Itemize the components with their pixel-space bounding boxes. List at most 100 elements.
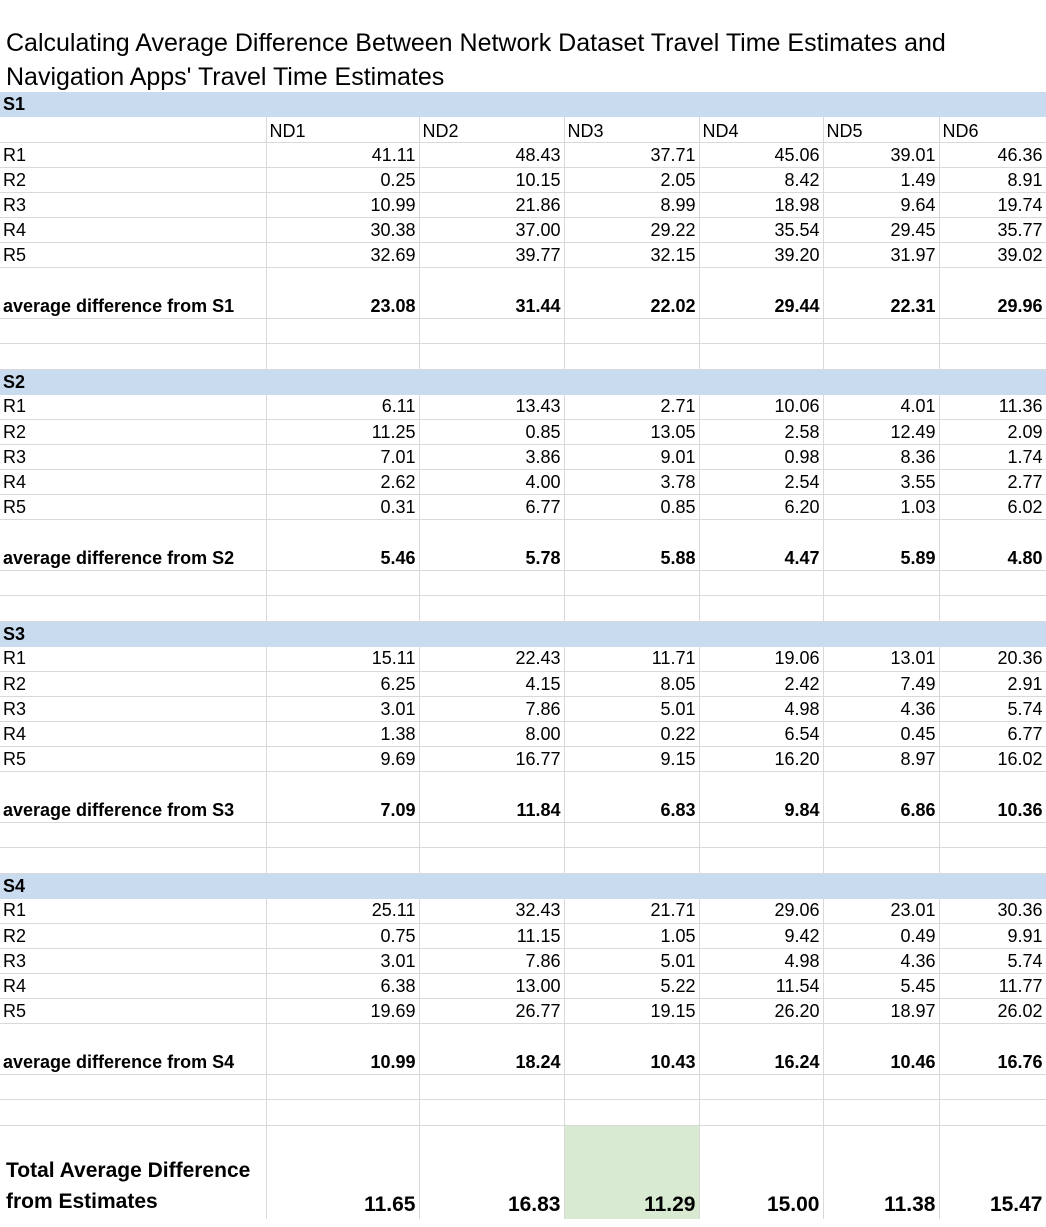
value-cell[interactable]: 41.11 (266, 142, 420, 168)
row-label-cell[interactable]: R3 (0, 444, 267, 470)
section-label-cell[interactable]: S3 (0, 621, 266, 647)
value-cell[interactable]: 0.85 (564, 494, 700, 520)
row-label-cell[interactable]: R1 (0, 898, 267, 924)
empty-cell[interactable] (939, 369, 1046, 395)
value-cell[interactable]: 3.01 (266, 948, 420, 974)
value-cell[interactable]: 29.06 (699, 898, 824, 924)
total-value-cell[interactable]: 16.83 (419, 1125, 565, 1219)
total-value-cell[interactable]: 11.38 (823, 1125, 940, 1219)
value-cell[interactable]: 0.31 (266, 494, 420, 520)
value-cell[interactable]: 10.99 (266, 192, 420, 218)
value-cell[interactable]: 9.42 (699, 923, 824, 949)
empty-cell[interactable] (564, 343, 700, 370)
row-label-cell[interactable]: R4 (0, 217, 267, 243)
total-label-cell[interactable]: Total Average Difference from Estimates (0, 1125, 267, 1219)
value-cell[interactable]: 8.05 (564, 671, 700, 697)
empty-cell[interactable] (0, 847, 267, 874)
value-cell[interactable]: 2.54 (699, 469, 824, 495)
value-cell[interactable]: 15.11 (266, 646, 420, 672)
value-cell[interactable]: 0.75 (266, 923, 420, 949)
empty-cell[interactable] (564, 847, 700, 874)
empty-cell[interactable] (823, 822, 940, 848)
empty-cell[interactable] (564, 318, 700, 344)
empty-cell[interactable] (939, 1099, 1046, 1126)
value-cell[interactable]: 30.38 (266, 217, 420, 243)
empty-cell[interactable] (419, 621, 564, 647)
value-cell[interactable]: 9.01 (564, 444, 700, 470)
empty-cell[interactable] (266, 595, 420, 622)
value-cell[interactable]: 25.11 (266, 898, 420, 924)
empty-cell[interactable] (564, 92, 699, 117)
value-cell[interactable]: 11.54 (699, 973, 824, 999)
value-cell[interactable]: 4.98 (699, 948, 824, 974)
value-cell[interactable]: 2.62 (266, 469, 420, 495)
value-cell[interactable]: 10.06 (699, 394, 824, 420)
value-cell[interactable]: 2.09 (939, 419, 1046, 445)
average-value-cell[interactable]: 7.09 (266, 771, 420, 823)
value-cell[interactable]: 18.97 (823, 998, 940, 1024)
value-cell[interactable]: 5.01 (564, 696, 700, 722)
row-label-cell[interactable]: R5 (0, 494, 267, 520)
value-cell[interactable]: 1.03 (823, 494, 940, 520)
empty-cell[interactable] (419, 1074, 565, 1100)
empty-cell[interactable] (699, 343, 824, 370)
empty-cell[interactable] (823, 343, 940, 370)
value-cell[interactable]: 0.22 (564, 721, 700, 747)
value-cell[interactable]: 11.71 (564, 646, 700, 672)
value-cell[interactable]: 19.74 (939, 192, 1046, 218)
average-value-cell[interactable]: 5.89 (823, 519, 940, 571)
empty-cell[interactable] (266, 1074, 420, 1100)
column-header-cell[interactable]: ND3 (564, 117, 700, 143)
empty-cell[interactable] (419, 343, 565, 370)
average-value-cell[interactable]: 5.46 (266, 519, 420, 571)
value-cell[interactable]: 39.20 (699, 242, 824, 268)
average-label-cell[interactable]: average difference from S4 (0, 1023, 267, 1075)
value-cell[interactable]: 3.01 (266, 696, 420, 722)
value-cell[interactable]: 21.71 (564, 898, 700, 924)
total-value-cell[interactable]: 15.47 (939, 1125, 1046, 1219)
column-header-cell[interactable]: ND4 (699, 117, 824, 143)
empty-cell[interactable] (564, 822, 700, 848)
empty-cell[interactable] (564, 621, 699, 647)
column-header-cell[interactable]: ND2 (419, 117, 565, 143)
value-cell[interactable]: 7.86 (419, 696, 565, 722)
average-value-cell[interactable]: 4.47 (699, 519, 824, 571)
row-label-cell[interactable]: R5 (0, 998, 267, 1024)
empty-cell[interactable] (699, 595, 824, 622)
value-cell[interactable]: 16.20 (699, 746, 824, 772)
value-cell[interactable]: 11.25 (266, 419, 420, 445)
value-cell[interactable]: 0.85 (419, 419, 565, 445)
average-value-cell[interactable]: 29.44 (699, 267, 824, 319)
row-label-cell[interactable]: R3 (0, 948, 267, 974)
value-cell[interactable]: 4.36 (823, 696, 940, 722)
row-label-cell[interactable]: R3 (0, 192, 267, 218)
section-label-cell[interactable]: S2 (0, 369, 266, 395)
empty-cell[interactable] (266, 873, 419, 899)
value-cell[interactable]: 4.01 (823, 394, 940, 420)
value-cell[interactable]: 1.74 (939, 444, 1046, 470)
average-value-cell[interactable]: 5.78 (419, 519, 565, 571)
empty-cell[interactable] (823, 873, 939, 899)
empty-cell[interactable] (0, 1074, 267, 1100)
average-value-cell[interactable]: 11.84 (419, 771, 565, 823)
empty-cell[interactable] (699, 847, 824, 874)
empty-cell[interactable] (699, 822, 824, 848)
empty-cell[interactable] (266, 621, 419, 647)
empty-cell[interactable] (939, 873, 1046, 899)
value-cell[interactable]: 29.22 (564, 217, 700, 243)
value-cell[interactable]: 0.25 (266, 167, 420, 193)
empty-cell[interactable] (823, 92, 939, 117)
column-header-cell[interactable]: ND6 (939, 117, 1046, 143)
empty-cell[interactable] (699, 92, 823, 117)
empty-cell[interactable] (939, 847, 1046, 874)
row-label-cell[interactable]: R1 (0, 646, 267, 672)
empty-cell[interactable] (419, 369, 564, 395)
value-cell[interactable]: 6.77 (939, 721, 1046, 747)
value-cell[interactable]: 32.15 (564, 242, 700, 268)
empty-cell[interactable] (699, 1099, 824, 1126)
value-cell[interactable]: 4.00 (419, 469, 565, 495)
empty-cell[interactable] (823, 847, 940, 874)
row-label-cell[interactable]: R4 (0, 469, 267, 495)
empty-cell[interactable] (419, 595, 565, 622)
empty-cell[interactable] (419, 847, 565, 874)
